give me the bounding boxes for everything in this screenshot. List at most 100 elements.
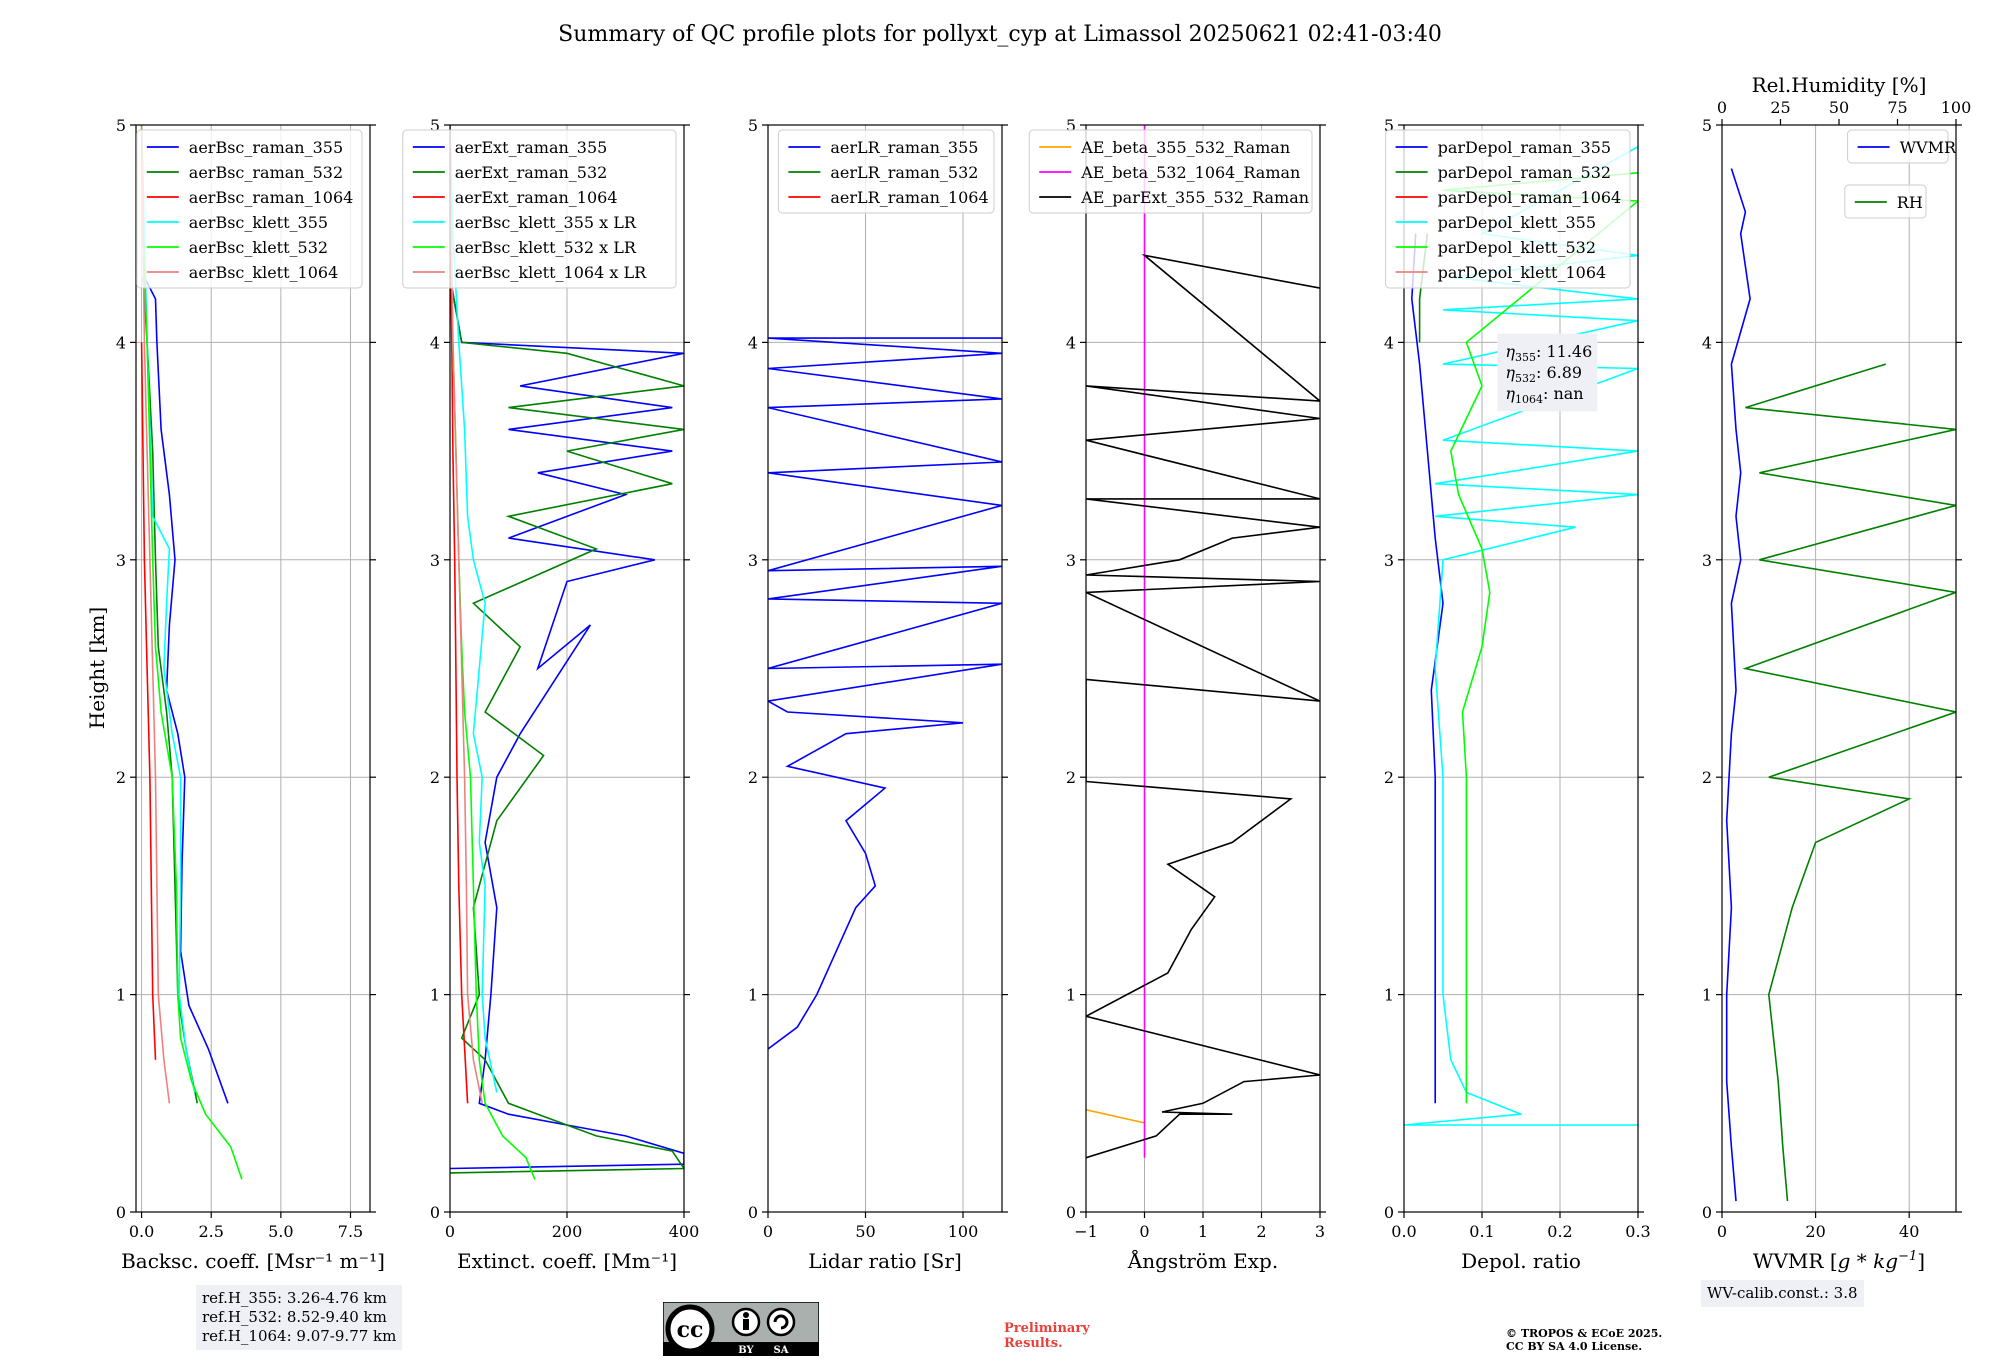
series-line-aerbsc-raman-532 <box>142 277 199 1104</box>
y-tick-label: 0 <box>748 1203 758 1222</box>
series-line-aerbsc-klett-1064 <box>140 125 171 1104</box>
y-tick-label: 2 <box>1702 768 1712 787</box>
legend: aerBsc_raman_355 aerBsc_raman_532 aerBsc_r… <box>136 129 363 289</box>
x-axis-label: Extinct. coeff. [Mm⁻¹] <box>457 1249 677 1273</box>
x-tick-label: 0 <box>763 1222 773 1241</box>
annotation-line: η355: 11.46 <box>1505 342 1592 364</box>
y-tick-label: 0 <box>430 1203 440 1222</box>
legend-label: aerLR_raman_1064 <box>830 188 988 207</box>
y-tick-label: 5 <box>748 116 758 135</box>
legend-label: AE_parExt_355_532_Raman <box>1080 188 1309 207</box>
y-tick-label: 4 <box>1066 333 1076 352</box>
series-line-aerbsc-klett-532 <box>140 125 243 1180</box>
legend-label: parDepol_raman_1064 <box>1438 188 1622 207</box>
legend: aerLR_raman_355 aerLR_raman_532 aerLR_rama… <box>777 129 995 214</box>
y-tick-label: 4 <box>430 333 440 352</box>
series-line-aerbsc-klett-355-x-lr <box>450 125 498 1093</box>
copyright-line-2: CC BY SA 4.0 License. <box>1506 1340 1643 1353</box>
y-tick-label: 5 <box>1066 116 1076 135</box>
y-tick-label: 1 <box>1066 986 1076 1005</box>
x-axis-label: Depol. ratio <box>1461 1249 1581 1273</box>
annotation-box <box>1497 333 1598 412</box>
wv-calib-text: WV-calib.const.: 3.8 <box>1707 1284 1858 1302</box>
plot-area <box>768 337 1002 1050</box>
y-tick-label: 1 <box>748 986 758 1005</box>
panel-6: 0 20 40 0 1 2 3 4 5 WVMR [g * kg−1] 0 25 50 75 100 Rel.… <box>1702 73 1971 1273</box>
y-tick-label: 0 <box>1702 1203 1712 1222</box>
panel-3: 0 50 100 0 1 2 3 4 5 Lidar ratio [Sr] aerLR_raman_… <box>748 116 1008 1273</box>
cc-badge-sa: SA <box>774 1345 789 1356</box>
x-tick-label: 0.3 <box>1625 1222 1650 1241</box>
x-tick-label: 0 <box>1717 1222 1727 1241</box>
x-tick-label: 2.5 <box>198 1222 223 1241</box>
legend-box <box>1028 129 1313 214</box>
y-tick-label: 5 <box>116 116 126 135</box>
y-tick-label: 0 <box>1066 1203 1076 1222</box>
legend-label: aerLR_raman_355 <box>830 138 978 157</box>
ref-height-box: ref.H_355: 3.26-4.76 km ref.H_532: 8.52-… <box>196 1285 403 1350</box>
series-line-pardepol-raman-355 <box>1410 233 1444 1104</box>
y-tick-label: 4 <box>748 333 758 352</box>
legend-box <box>136 129 363 289</box>
legend-label: aerBsc_raman_355 <box>189 138 343 157</box>
legend-box <box>1847 129 1949 164</box>
legend-label: aerExt_raman_355 <box>455 138 608 157</box>
x-tick-label: 0.0 <box>1391 1222 1416 1241</box>
plot-area <box>1404 146 1638 1126</box>
y-tick-label: 1 <box>1702 986 1712 1005</box>
x-tick-label: 0 <box>1139 1222 1149 1241</box>
legend: AE_beta_355_532_Raman AE_beta_532_1064_Ra… <box>1028 129 1313 214</box>
legend-box <box>777 129 995 214</box>
y-tick-label: 5 <box>1384 116 1394 135</box>
cc-license-badge: cc BY SA <box>663 1302 819 1356</box>
legend-label: parDepol_raman_532 <box>1438 163 1611 182</box>
legend-label: parDepol_klett_532 <box>1438 238 1596 257</box>
legend: parDepol_raman_355 parDepol_raman_532 parD… <box>1385 129 1631 289</box>
panel-1: 0.0 2.5 5.0 7.5 0 1 2 3 4 5 Backsc. coeff. [Msr⁻¹ … <box>116 116 385 1273</box>
preliminary-line-2: Results. <box>1004 1336 1063 1351</box>
series-line-ae-beta-355-532-raman <box>1086 1109 1145 1124</box>
series-line-aerbsc-raman-1064 <box>140 342 157 1060</box>
top-x-tick-label: 50 <box>1829 98 1849 117</box>
x-tick-label: 20 <box>1805 1222 1825 1241</box>
y-tick-label: 0 <box>1384 1203 1394 1222</box>
x-tick-label: 7.5 <box>338 1222 363 1241</box>
x-axis-label: Lidar ratio [Sr] <box>808 1249 962 1273</box>
y-tick-label: 3 <box>748 551 758 570</box>
legend-rh: RH <box>1844 184 1927 219</box>
plot-area <box>140 125 243 1180</box>
y-tick-label: 0 <box>116 1203 126 1222</box>
panel-2: 0 200 400 0 1 2 3 4 5 Extinct. coeff. [Mm⁻¹] aerEx… <box>402 116 700 1273</box>
top-x-axis-label: Rel.Humidity [%] <box>1752 73 1927 97</box>
legend-label: aerExt_raman_1064 <box>455 188 618 207</box>
annotation-line: η532: 6.89 <box>1505 363 1582 385</box>
preliminary-note: Preliminary Results. <box>1004 1321 1090 1351</box>
x-tick-label: 0.1 <box>1469 1222 1494 1241</box>
legend-box <box>402 129 677 289</box>
y-tick-label: 2 <box>430 768 440 787</box>
legend-box <box>1385 129 1631 289</box>
y-tick-label: 5 <box>430 116 440 135</box>
series-line-pardepol-klett-532 <box>1442 172 1638 1104</box>
x-tick-label: 200 <box>552 1222 583 1241</box>
x-tick-label: 400 <box>669 1222 700 1241</box>
legend: aerExt_raman_355 aerExt_raman_532 aerExt_r… <box>402 129 677 289</box>
y-axis-label: Height [km] <box>85 607 109 729</box>
legend-label: WVMR <box>1900 138 1957 157</box>
top-x-tick-label: 75 <box>1887 98 1907 117</box>
top-x-tick-label: 100 <box>1941 98 1972 117</box>
cc-badge-cc: cc <box>677 1317 704 1343</box>
y-tick-label: 1 <box>116 986 126 1005</box>
x-tick-label: 0.2 <box>1547 1222 1572 1241</box>
legend-label: aerBsc_klett_532 <box>189 238 328 257</box>
legend-label: aerBsc_klett_1064 x LR <box>455 263 647 282</box>
y-tick-label: 3 <box>1384 551 1394 570</box>
legend-label: parDepol_klett_355 <box>1438 213 1596 232</box>
preliminary-line-1: Preliminary <box>1004 1321 1090 1336</box>
series-line-aerbsc-klett-1064-x-lr <box>450 125 483 1104</box>
y-tick-label: 2 <box>1384 768 1394 787</box>
series-line-aerext-raman-532 <box>450 277 684 1174</box>
x-tick-label: 3 <box>1315 1222 1325 1241</box>
